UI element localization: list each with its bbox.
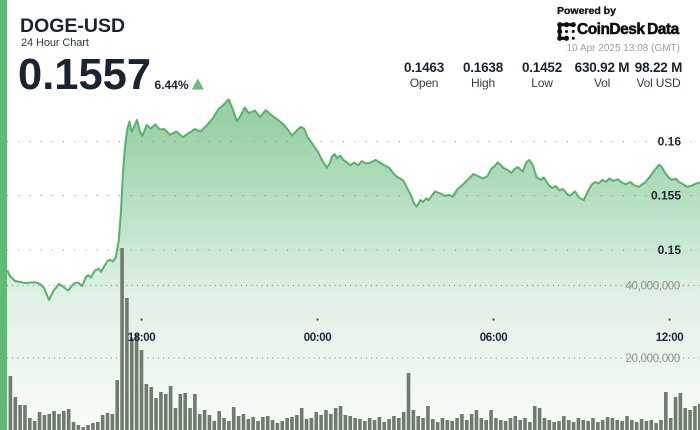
svg-text:00:00: 00:00 [304,332,331,344]
svg-text:18:00: 18:00 [128,332,155,344]
svg-text:06:00: 06:00 [480,332,507,344]
svg-text:12:00: 12:00 [656,332,683,344]
svg-text:0.155: 0.155 [651,189,681,203]
svg-text:0.16: 0.16 [658,135,682,149]
svg-text:40,000,000: 40,000,000 [625,281,680,293]
svg-text:0.15: 0.15 [658,243,682,257]
svg-text:20,000,000: 20,000,000 [625,353,680,365]
